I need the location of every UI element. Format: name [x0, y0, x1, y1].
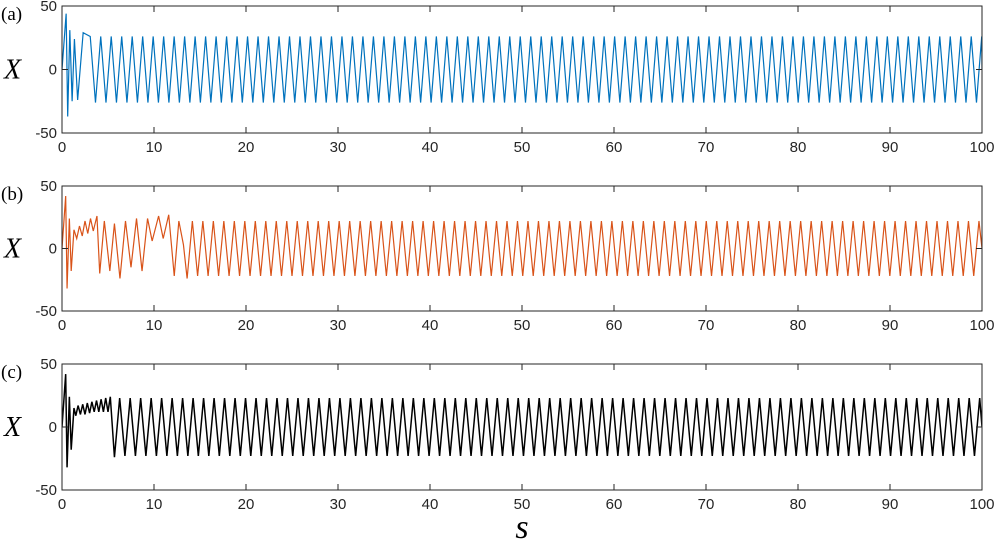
- x-tick-label: 90: [882, 496, 899, 513]
- x-axis-label: s: [515, 509, 528, 542]
- series-line: [62, 374, 982, 468]
- y-axis-label: X: [3, 55, 22, 86]
- x-tick-label: 50: [514, 139, 531, 156]
- x-tick-label: 70: [698, 496, 715, 513]
- axes-box: [61, 363, 983, 491]
- x-tick-label: 90: [882, 317, 899, 334]
- y-tick-label: 0: [49, 241, 57, 258]
- x-tick-label: 80: [790, 317, 807, 334]
- y-tick-label: -50: [35, 303, 57, 320]
- x-tick-label: 10: [146, 496, 163, 513]
- series-line: [62, 195, 982, 289]
- x-tick-label: 80: [790, 139, 807, 156]
- x-tick-label: 70: [698, 139, 715, 156]
- axes-box: [61, 5, 983, 134]
- panel-label: (c): [1, 362, 22, 383]
- x-tick-label: 80: [790, 496, 807, 513]
- y-tick-label: 0: [49, 419, 57, 436]
- x-tick-label: 50: [514, 496, 531, 513]
- x-tick-label: 20: [238, 317, 255, 334]
- y-axis-label: X: [3, 412, 22, 443]
- y-tick-label: -50: [35, 482, 57, 499]
- panel-label: (a): [1, 4, 22, 25]
- x-tick-label: 20: [238, 496, 255, 513]
- x-tick-label: 50: [514, 317, 531, 334]
- y-tick-label: 50: [40, 178, 57, 195]
- x-tick-label: 60: [606, 496, 623, 513]
- panel-label: (b): [1, 184, 23, 205]
- series-line: [62, 13, 982, 117]
- x-tick-label: 40: [422, 139, 439, 156]
- x-tick-label: 100: [969, 496, 994, 513]
- y-tick-label: -50: [35, 125, 57, 142]
- y-tick-label: 0: [49, 62, 57, 79]
- x-tick-label: 0: [58, 317, 66, 334]
- x-tick-label: 30: [330, 496, 347, 513]
- x-tick-label: 40: [422, 496, 439, 513]
- y-axis-label: X: [3, 234, 22, 265]
- x-tick-label: 20: [238, 139, 255, 156]
- x-tick-label: 10: [146, 317, 163, 334]
- x-tick-label: 30: [330, 139, 347, 156]
- y-tick-label: 50: [40, 0, 57, 15]
- x-tick-label: 0: [58, 139, 66, 156]
- y-tick-label: 50: [40, 356, 57, 373]
- x-tick-label: 90: [882, 139, 899, 156]
- x-tick-label: 100: [969, 317, 994, 334]
- x-tick-label: 100: [969, 139, 994, 156]
- x-tick-label: 10: [146, 139, 163, 156]
- x-tick-label: 60: [606, 139, 623, 156]
- x-tick-label: 30: [330, 317, 347, 334]
- x-tick-label: 70: [698, 317, 715, 334]
- x-tick-label: 0: [58, 496, 66, 513]
- x-tick-label: 60: [606, 317, 623, 334]
- x-tick-label: 40: [422, 317, 439, 334]
